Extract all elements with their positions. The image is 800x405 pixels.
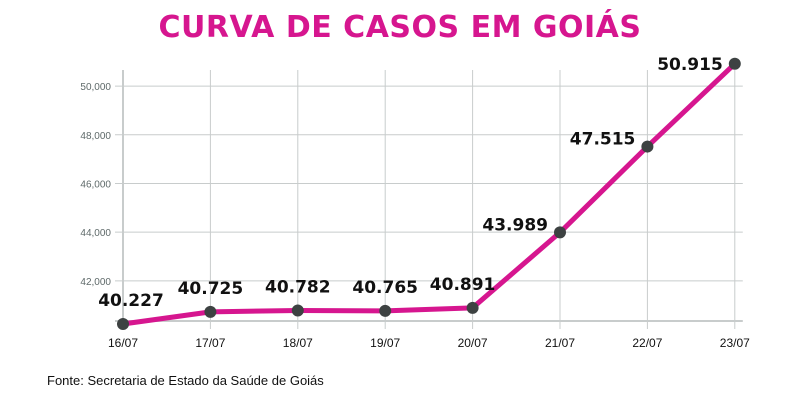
- x-tick-label: 23/07: [720, 336, 750, 350]
- data-point: [117, 317, 129, 330]
- data-point: [291, 304, 304, 317]
- data-label: 47.515: [570, 130, 636, 150]
- x-tick-label: 17/07: [195, 336, 225, 350]
- data-point: [379, 304, 392, 317]
- data-point: [728, 57, 741, 70]
- x-tick-label: 20/07: [458, 336, 488, 350]
- data-point: [204, 305, 217, 318]
- data-label: 50.915: [657, 55, 723, 75]
- y-tick-label: 50,000: [80, 82, 111, 93]
- data-label: 40.782: [265, 277, 331, 297]
- chart-title: CURVA DE CASOS EM GOIÁS: [158, 10, 642, 45]
- source-note: Fonte: Secretaria de Estado da Saúde de …: [47, 373, 324, 388]
- x-tick-label: 21/07: [545, 336, 575, 350]
- data-label: 40.725: [178, 279, 244, 299]
- y-tick-label: 46,000: [80, 179, 111, 190]
- x-tick-label: 18/07: [283, 336, 313, 350]
- data-point: [641, 140, 654, 153]
- data-label: 43.989: [482, 215, 548, 235]
- data-point: [466, 301, 479, 314]
- x-tick-label: 22/07: [632, 336, 662, 350]
- x-tick-label: 19/07: [370, 336, 400, 350]
- x-tick-label: 16/07: [108, 336, 138, 350]
- series-line: [122, 61, 737, 327]
- data-label: 40.765: [352, 278, 418, 298]
- data-label: 40.227: [98, 291, 164, 311]
- y-tick-label: 48,000: [80, 131, 111, 142]
- y-tick-label: 44,000: [80, 228, 111, 239]
- data-point: [554, 226, 566, 239]
- y-tick-label: 42,000: [80, 277, 111, 288]
- data-label: 40.891: [430, 275, 496, 295]
